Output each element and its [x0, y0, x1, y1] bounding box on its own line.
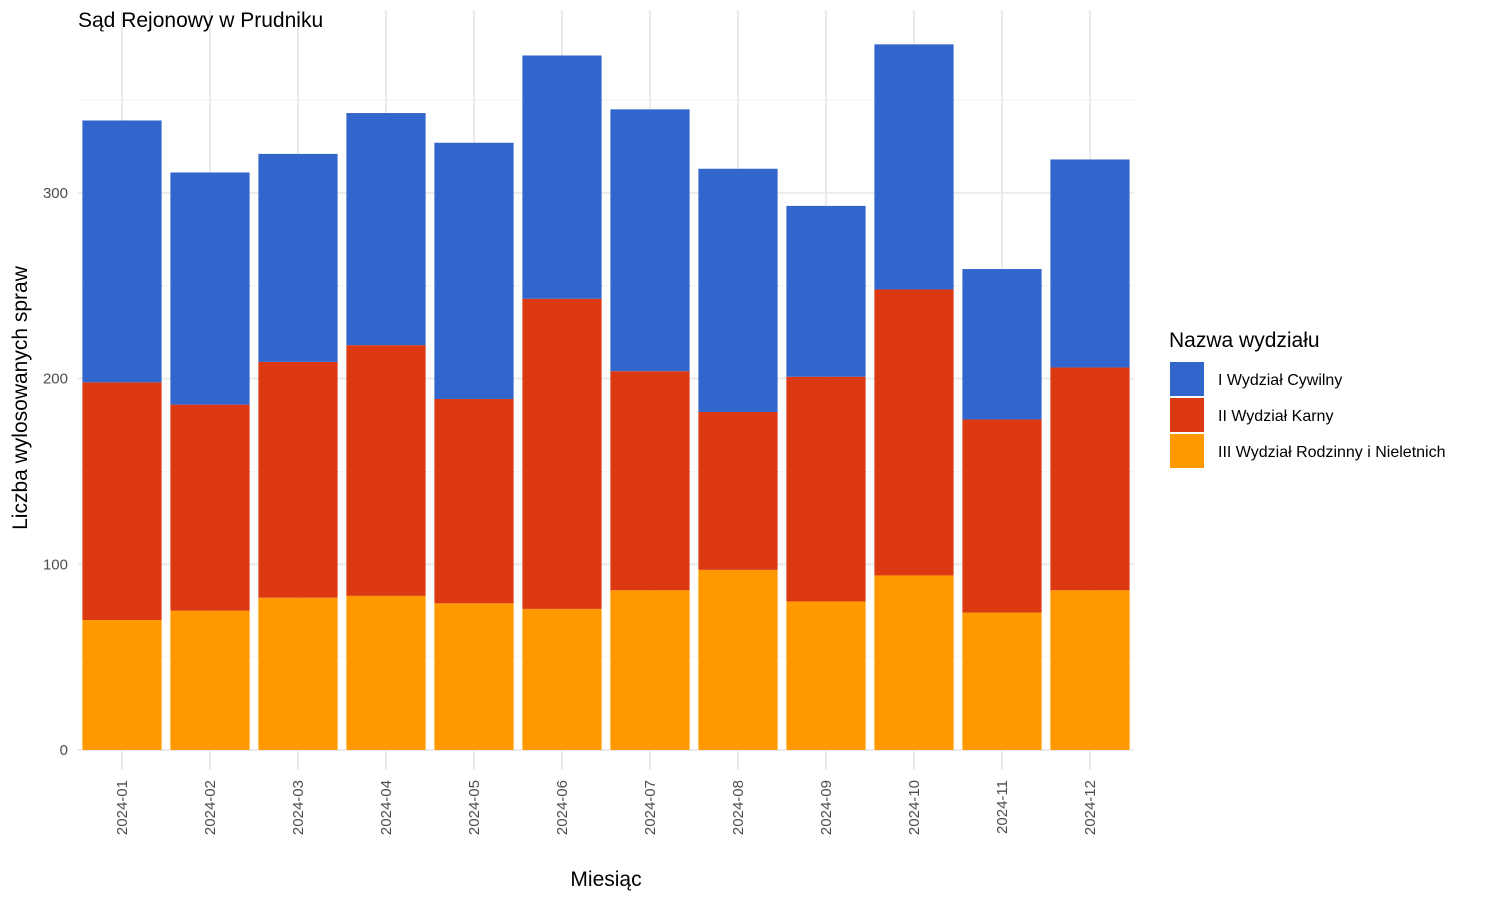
bar-segment — [82, 620, 162, 750]
bar-segment — [258, 361, 338, 598]
bar-segment — [170, 610, 250, 750]
y-axis-title: Liczba wylosowanych spraw — [9, 265, 32, 530]
bar-segment — [962, 269, 1042, 420]
bar-segment — [786, 376, 866, 602]
legend-label: II Wydział Karny — [1218, 408, 1333, 425]
legend: Nazwa wydziału I Wydział Cywilny II Wydzi… — [1169, 329, 1446, 468]
bar-segment — [258, 153, 338, 362]
y-tick-label: 100 — [43, 556, 68, 573]
bar-segment — [1050, 590, 1130, 750]
bar-segment — [522, 55, 602, 299]
bar-segment — [874, 289, 954, 576]
x-axis: 2024-01 2024-02 2024-03 2024-04 2024-05 2024-… — [114, 780, 1099, 835]
x-tick-label: 2024-07 — [642, 780, 659, 835]
x-tick-label: 2024-12 — [1082, 780, 1099, 835]
y-tick-label: 0 — [60, 742, 68, 759]
x-tick-label: 2024-05 — [466, 780, 483, 835]
legend-title: Nazwa wydziału — [1169, 329, 1320, 352]
bar-segment — [434, 142, 514, 400]
x-tick-label: 2024-04 — [378, 780, 395, 835]
bars-layer — [82, 44, 1130, 750]
y-tick-label: 200 — [43, 371, 68, 388]
y-tick-label: 300 — [43, 185, 68, 202]
chart-title: Sąd Rejonowy w Prudniku — [78, 9, 323, 32]
bar-segment — [522, 608, 602, 750]
bar-segment — [82, 120, 162, 383]
bar-segment — [1050, 159, 1130, 368]
x-tick-label: 2024-02 — [202, 780, 219, 835]
bar-segment — [170, 404, 250, 611]
bar-segment — [258, 597, 338, 750]
legend-label: III Wydział Rodzinny i Nieletnich — [1218, 444, 1446, 461]
bar-segment — [698, 412, 778, 570]
x-tick-label: 2024-03 — [290, 780, 307, 835]
bar-segment — [962, 419, 1042, 613]
x-tick-label: 2024-09 — [818, 780, 835, 835]
x-tick-label: 2024-01 — [114, 780, 131, 835]
legend-swatch — [1170, 398, 1204, 432]
bar-segment — [874, 575, 954, 750]
bar-segment — [786, 601, 866, 750]
bar-segment — [610, 109, 690, 372]
bar-segment — [874, 44, 954, 290]
bar-segment — [346, 345, 426, 596]
legend-label: I Wydział Cywilny — [1218, 372, 1342, 389]
x-tick-label: 2024-06 — [554, 780, 571, 835]
bar-segment — [522, 298, 602, 609]
bar-segment — [170, 172, 250, 405]
bar-segment — [346, 595, 426, 750]
bar-segment — [610, 371, 690, 591]
bar-segment — [962, 612, 1042, 750]
x-tick-label: 2024-11 — [994, 780, 1011, 834]
x-tick-label: 2024-10 — [906, 780, 923, 835]
bar-segment — [698, 168, 778, 413]
bar-segment — [1050, 367, 1130, 591]
bar-segment — [346, 113, 426, 346]
bar-segment — [610, 590, 690, 750]
y-axis: 0 100 200 300 — [43, 185, 68, 759]
bar-segment — [434, 399, 514, 604]
bar-segment — [698, 569, 778, 750]
x-tick-label: 2024-08 — [730, 780, 747, 835]
x-axis-title: Miesiąc — [570, 868, 641, 891]
bar-segment — [786, 205, 866, 377]
legend-swatch — [1170, 434, 1204, 468]
legend-swatch — [1170, 362, 1204, 396]
bar-segment — [82, 382, 162, 621]
bar-segment — [434, 603, 514, 750]
